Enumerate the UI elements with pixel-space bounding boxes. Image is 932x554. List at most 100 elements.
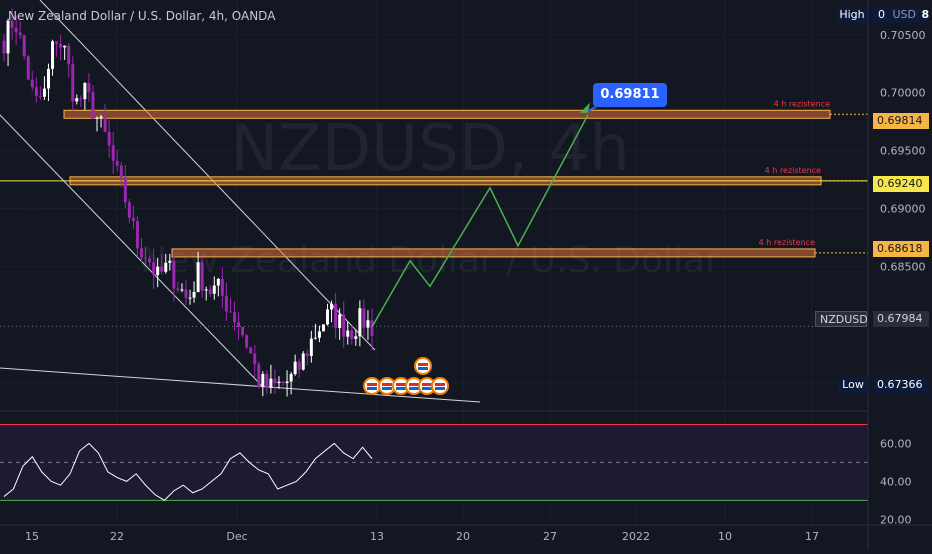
time-tick-label: 20 [456, 530, 470, 543]
candle-body [200, 262, 204, 291]
candle [172, 250, 176, 302]
candlestick-series [2, 8, 374, 397]
candle [55, 41, 59, 57]
event-flag-icon[interactable] [431, 377, 449, 395]
candle-body [107, 131, 111, 146]
event-flag-stripe [409, 383, 419, 386]
target-badge-pointer [587, 106, 597, 112]
time-axis[interactable]: 15 22 Dec 13 20 27 2022 10 17 [0, 524, 932, 543]
current-price-tag: 0.67984 [873, 311, 929, 327]
candle [34, 76, 38, 103]
candle-body [342, 314, 346, 337]
candle-body [38, 95, 42, 97]
candle [83, 82, 87, 110]
candle-body [172, 260, 176, 289]
candle-body [269, 378, 273, 388]
candle [160, 253, 164, 275]
candle-body [346, 330, 350, 337]
candle [51, 39, 55, 76]
currency-selector[interactable]: 0 USD 8 [872, 7, 929, 23]
candle [152, 248, 156, 289]
candle-body [123, 177, 127, 203]
candle [87, 73, 91, 102]
rsi-tick-label: 60.00 [880, 437, 912, 450]
candle [123, 164, 127, 208]
candle [342, 301, 346, 348]
projection-line [371, 114, 589, 328]
candle [204, 286, 208, 301]
candle-body [10, 20, 14, 28]
candle-body [253, 353, 257, 365]
event-flag-stripe [367, 383, 377, 386]
candle-body [184, 289, 188, 298]
candle [59, 34, 63, 61]
candle [63, 45, 67, 60]
candle-body [99, 116, 103, 118]
candle [366, 310, 370, 340]
candle [107, 119, 111, 158]
economic-events[interactable] [363, 357, 449, 395]
candle [2, 34, 6, 62]
candle-body [176, 288, 180, 290]
event-flag-stripe [422, 383, 432, 386]
candle [184, 280, 188, 305]
candle [212, 276, 216, 300]
candle [156, 257, 160, 288]
candle [317, 325, 321, 343]
event-flag-stripe [435, 387, 445, 390]
candle-body [22, 35, 26, 57]
candle-body [350, 330, 354, 339]
candle-body [95, 117, 99, 119]
candle-body [366, 320, 370, 328]
candle-body [71, 64, 75, 102]
event-flag-stripe [396, 387, 406, 390]
zone-price-tag-2: 0.69240 [873, 176, 929, 192]
projection-path[interactable] [371, 102, 597, 328]
watermark-ticker: NZDUSD, 4h [230, 112, 630, 186]
candle [75, 94, 79, 105]
price-tick-label: 0.69000 [880, 203, 926, 216]
zone-price-tag-3: 0.68618 [873, 241, 929, 257]
low-price-tag: 0.67366 [873, 377, 929, 393]
low-label: Low [838, 377, 868, 393]
candle [245, 334, 249, 350]
currency-label: USD [892, 8, 917, 21]
candle [233, 301, 237, 331]
candle [91, 85, 95, 120]
candle [334, 293, 338, 339]
candle [188, 289, 192, 305]
candle-body [144, 257, 148, 259]
candle-body [334, 303, 338, 328]
candle [220, 267, 224, 309]
candle-body [265, 373, 269, 388]
candle-body [277, 381, 281, 384]
candle-body [212, 285, 216, 294]
trend-channel[interactable] [0, 0, 481, 403]
candle [297, 358, 301, 378]
event-flag-icon[interactable] [414, 357, 432, 375]
candle [269, 364, 273, 394]
candle-body [220, 278, 224, 296]
candle-body [34, 87, 38, 96]
candle-body [119, 165, 123, 178]
event-flag-icon[interactable] [363, 377, 381, 395]
channel-upper-line [39, 0, 376, 351]
candle-body [75, 98, 79, 102]
candle-body [362, 308, 366, 328]
candle [285, 370, 289, 397]
candle-body [370, 320, 374, 336]
candle-body [2, 40, 6, 54]
candle [95, 116, 99, 132]
candle-body [208, 289, 212, 294]
time-tick-label: Dec [226, 530, 247, 543]
candle-body [321, 324, 325, 332]
candle-body [297, 361, 301, 370]
resistance-zones[interactable]: 4 h rezistence 4 h rezistence 4 h rezisten… [0, 99, 868, 327]
candle [164, 253, 168, 274]
candle [119, 162, 123, 188]
target-price-badge[interactable]: 0.69811 [593, 83, 667, 107]
price-axis[interactable]: 0.705000.700000.695000.690000.685000.675… [867, 0, 932, 550]
resistance-zone-3 [171, 248, 816, 258]
